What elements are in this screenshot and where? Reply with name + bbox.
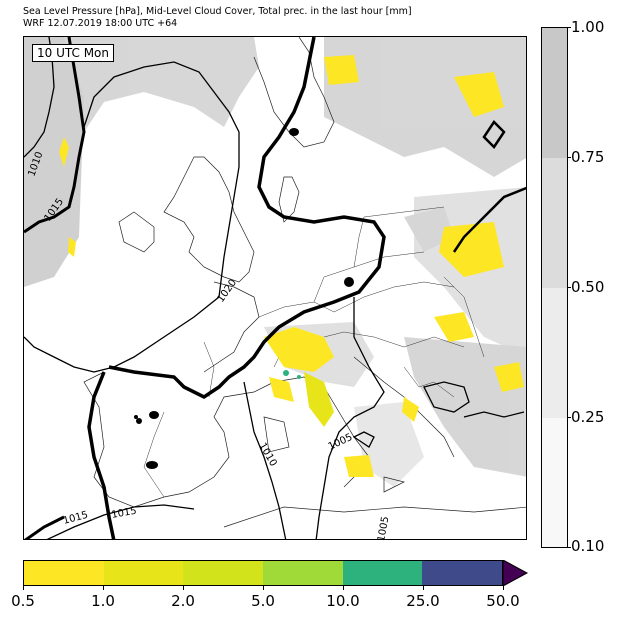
title-line-2: WRF 12.07.2019 18:00 UTC +64 [23,18,178,29]
isobar-blobs [134,128,354,469]
tick-mark [423,586,424,590]
cloud-tick-label: 0.50 [571,278,605,296]
tick-mark [23,586,24,590]
colorbar-extend-arrow [503,560,529,586]
tick-mark [567,547,571,548]
cloud-seg-4 [542,418,567,547]
isobar-label: 1020 [215,278,239,305]
tick-mark [263,586,264,590]
isobar-label: 1005 [376,516,391,540]
precip-tick-label: 2.0 [171,592,195,610]
isobar-label: 1005 [327,432,355,453]
cloud-tick-label: 0.10 [571,537,605,555]
isobars [24,37,526,539]
cloud-cover-colorbar [541,27,568,548]
precip-seg-2 [103,561,184,585]
tick-mark [343,586,344,590]
precip-seg-1 [24,561,104,585]
forecast-time-label: 10 UTC Mon [32,44,114,62]
title-line-1: Sea Level Pressure [hPa], Mid-Level Clou… [23,6,412,17]
tick-mark [567,417,571,418]
precipitation-layer [59,55,524,477]
precip-tick-label: 10.0 [326,592,360,610]
precip-seg-6 [422,561,503,585]
cloud-seg-2 [542,158,567,288]
isobar-label: 1015 [111,506,138,521]
figure-title: Sea Level Pressure [hPa], Mid-Level Clou… [23,6,412,30]
isobar-label: 1015 [62,510,89,527]
isobar-label: 1010 [256,441,278,469]
cloud-seg-3 [542,288,567,418]
cloud-tick-label: 1.00 [571,18,605,36]
precipitation-colorbar [23,560,503,586]
weather-map: 1010 1015 1020 1005 1010 1005 1015 1015 … [23,36,527,540]
precipitation-heavy [283,370,301,379]
country-borders [143,206,485,498]
tick-mark [103,586,104,590]
cloud-tick-label: 0.75 [571,148,605,166]
tick-mark [503,586,504,590]
precip-tick-label: 0.5 [11,592,35,610]
precip-tick-label: 1.0 [91,592,115,610]
tick-mark [567,27,571,28]
precip-seg-4 [263,561,343,585]
precip-seg-3 [183,561,264,585]
map-canvas: 1010 1015 1020 1005 1010 1005 1015 1015 [24,37,526,540]
precip-tick-label: 25.0 [406,592,440,610]
cloud-tick-label: 0.25 [571,408,605,426]
cloud-seg-1 [542,28,567,158]
precip-tick-label: 5.0 [251,592,275,610]
tick-mark [183,586,184,590]
precip-tick-label: 50.0 [486,592,520,610]
tick-mark [567,287,571,288]
tick-mark [567,157,571,158]
precip-seg-5 [342,561,423,585]
